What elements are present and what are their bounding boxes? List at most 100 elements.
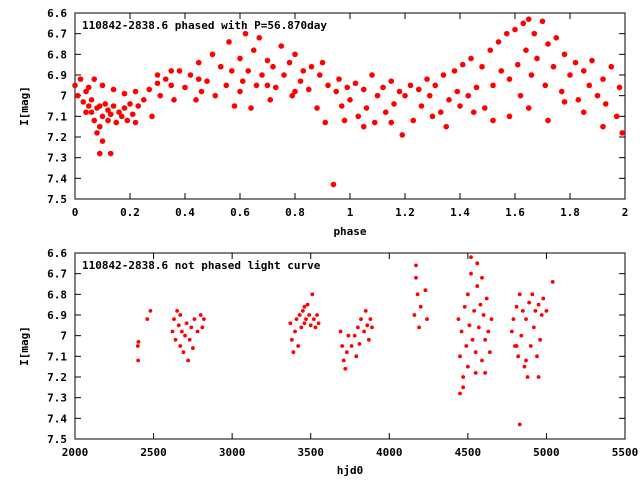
data-point <box>371 119 378 126</box>
data-point <box>535 354 539 359</box>
data-point <box>360 123 367 130</box>
data-point <box>382 109 389 115</box>
data-point <box>461 375 466 379</box>
data-point <box>83 88 89 95</box>
data-point <box>478 302 483 307</box>
data-point <box>182 84 188 91</box>
data-point <box>489 317 494 322</box>
y-tick-label: 7.3 <box>47 392 67 405</box>
y-tick-label: 6.8 <box>47 48 67 61</box>
data-point <box>297 313 302 317</box>
data-point <box>291 350 296 355</box>
x-tick-label: 0.2 <box>120 206 140 219</box>
x-tick: 5000 <box>533 253 560 459</box>
data-point <box>511 317 516 322</box>
data-point <box>487 47 494 53</box>
data-point <box>316 321 321 326</box>
data-point <box>545 117 551 124</box>
data-point <box>99 138 106 144</box>
data-point <box>259 72 265 78</box>
data-point <box>476 325 481 330</box>
data-point <box>368 317 373 322</box>
data-point <box>415 86 422 93</box>
data-point <box>340 344 345 348</box>
y-tick-label: 7.5 <box>47 433 67 446</box>
data-point <box>341 117 348 124</box>
data-point <box>594 92 601 99</box>
data-point <box>302 304 307 309</box>
data-point <box>338 329 343 334</box>
data-point <box>157 92 164 99</box>
data-point <box>414 263 418 268</box>
data-point <box>341 358 346 363</box>
data-point <box>113 119 120 126</box>
chart-title: 110842-2838.6 not phased light curve <box>82 259 321 272</box>
data-point <box>136 358 141 363</box>
data-point <box>516 354 521 359</box>
data-point <box>292 88 298 95</box>
data-point <box>550 63 557 70</box>
data-point <box>302 321 307 326</box>
data-point <box>121 105 128 111</box>
data-point <box>525 375 530 379</box>
y-tick: 6.9 <box>47 69 625 82</box>
data-point <box>149 113 155 120</box>
y-tick: 7.3 <box>47 152 625 165</box>
x-tick-label: 3500 <box>297 446 324 459</box>
data-point <box>300 68 307 74</box>
data-point <box>250 47 257 53</box>
data-point <box>85 103 92 109</box>
data-point <box>132 88 139 95</box>
data-point <box>242 30 249 37</box>
data-point <box>483 337 488 342</box>
y-tick: 6.8 <box>47 288 625 301</box>
data-point <box>374 92 381 99</box>
data-point <box>586 82 593 89</box>
data-point <box>310 292 315 297</box>
x-tick: 3500 <box>297 253 324 459</box>
data-point <box>136 339 141 344</box>
plot-frame <box>74 12 626 200</box>
data-point <box>465 92 472 99</box>
data-point <box>469 271 473 276</box>
data-point <box>162 76 169 82</box>
data-point <box>458 391 462 396</box>
data-point <box>475 261 480 266</box>
y-tick-label: 7.4 <box>47 412 67 425</box>
y-tick-label: 7 <box>60 330 67 343</box>
data-point <box>531 325 536 330</box>
data-point <box>418 304 423 309</box>
data-point <box>613 113 620 120</box>
data-point <box>567 72 573 78</box>
data-point <box>135 344 140 348</box>
data-point <box>289 337 294 342</box>
data-point <box>370 325 374 330</box>
data-point <box>600 123 606 130</box>
data-point <box>528 344 533 348</box>
y-axis-label: I[mag] <box>18 86 31 126</box>
data-point <box>135 103 142 109</box>
data-point <box>527 300 532 305</box>
data-point <box>498 68 505 74</box>
data-point <box>469 255 473 260</box>
x-axis-label: hjd0 <box>337 464 364 477</box>
data-point <box>204 78 210 84</box>
y-tick: 6.6 <box>47 247 625 260</box>
data-point <box>80 99 87 105</box>
data-point <box>475 284 480 288</box>
data-point <box>176 68 183 74</box>
x-tick-label: 3000 <box>219 446 246 459</box>
data-point <box>517 422 522 427</box>
data-point <box>388 78 395 84</box>
data-point <box>486 329 491 334</box>
data-point <box>146 86 153 93</box>
data-point <box>336 76 342 82</box>
data-point <box>483 370 488 375</box>
data-point <box>524 358 528 363</box>
data-point <box>536 302 541 307</box>
data-point <box>91 76 98 82</box>
data-point <box>176 323 181 328</box>
data-point <box>107 111 114 118</box>
data-point <box>193 97 199 103</box>
